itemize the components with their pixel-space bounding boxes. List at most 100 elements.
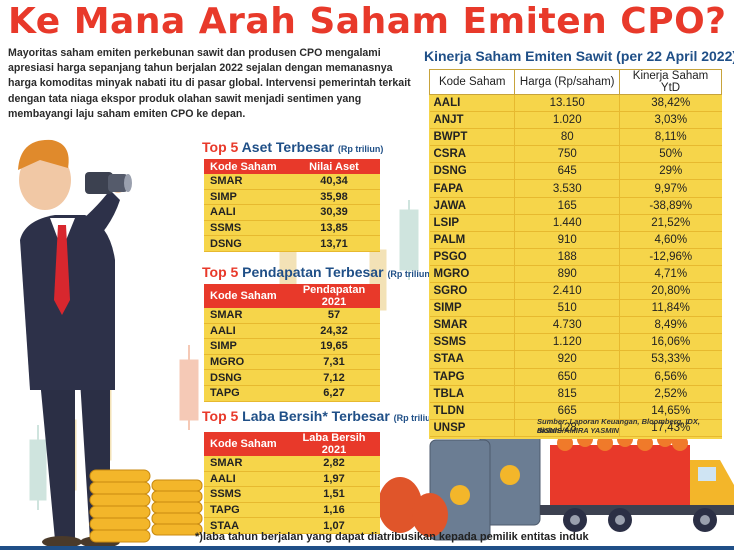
kinerja-price: 510: [514, 299, 620, 318]
table-row: TLDN 665 14,65%: [429, 402, 722, 420]
kinerja-ytd: 21,52%: [619, 214, 722, 232]
kinerja-price: 2.410: [514, 282, 620, 301]
aset-value: 35,98: [288, 189, 380, 206]
table-row: ANJT 1.020 3,03%: [429, 111, 722, 130]
aset-title-highlight: Top 5: [202, 139, 239, 155]
kinerja-header-code: Kode Saham: [428, 69, 516, 95]
aset-code: SSMS: [204, 220, 288, 237]
kinerja-code: SSMS: [429, 333, 515, 352]
laba-unit: (Rp triliun): [393, 413, 440, 423]
table-row: AALI 1,97: [204, 471, 380, 488]
kinerja-code: ANJT: [429, 111, 515, 130]
table-row: TBLA 815 2,52%: [429, 385, 722, 403]
table-row: SSMS 13,85: [204, 220, 380, 237]
kinerja-ytd: 2,52%: [619, 385, 722, 403]
kinerja-ytd: 16,06%: [619, 333, 722, 352]
kinerja-price: 890: [514, 265, 620, 284]
table-row: DSNG 13,71: [204, 235, 380, 252]
coins-illustration: [151, 479, 203, 536]
kinerja-ytd: 29%: [619, 162, 722, 181]
kinerja-price: 750: [514, 145, 620, 164]
aset-code: SIMP: [204, 189, 288, 206]
kinerja-ytd: 6,56%: [619, 368, 722, 386]
kinerja-header-ytd: Kinerja Saham YtD: [619, 69, 722, 95]
aset-value: 30,39: [288, 204, 380, 221]
kinerja-code: UNSP: [429, 419, 515, 437]
table-row: DSNG 7,12: [204, 369, 380, 386]
table-row: AALI 24,32: [204, 323, 380, 340]
table-row: STAA 920 53,33%: [429, 350, 722, 369]
aset-code: DSNG: [204, 235, 288, 252]
table-row: TAPG 650 6,56%: [429, 368, 722, 386]
kinerja-code: BWPT: [429, 128, 515, 147]
kinerja-price: 1.120: [514, 333, 620, 352]
table-row: TAPG 1,16: [204, 502, 380, 519]
kinerja-ytd: 14,65%: [619, 402, 722, 420]
table-row: SMAR 4.730 8,49%: [429, 316, 722, 335]
kinerja-ytd: 3,03%: [619, 111, 722, 130]
kinerja-price: 80: [514, 128, 620, 147]
laba-value: 2,82: [288, 456, 380, 472]
table-row: SSMS 1,51: [204, 486, 380, 503]
kinerja-ytd: 11,84%: [619, 299, 722, 318]
kinerja-code: TAPG: [429, 368, 515, 386]
aset-code: AALI: [204, 204, 288, 221]
laba-title-highlight: Top 5: [202, 408, 239, 424]
pendapatan-code: MGRO: [204, 354, 288, 371]
kinerja-code: AALI: [429, 94, 515, 113]
footnote: *)laba tahun berjalan yang dapat diatrib…: [195, 531, 589, 543]
kinerja-price: 4.730: [514, 316, 620, 335]
kinerja-header-price: Harga (Rp/saham): [514, 69, 620, 95]
kinerja-ytd: 8,11%: [619, 128, 722, 147]
kinerja-code: SIMP: [429, 299, 515, 318]
table-row: SIMP 19,65: [204, 338, 380, 355]
laba-value: 1,07: [288, 517, 380, 534]
pendapatan-value: 19,65: [288, 338, 380, 355]
aset-title: Top 5 Aset Terbesar (Rp triliun): [202, 139, 383, 155]
table-row: DSNG 645 29%: [429, 162, 722, 181]
table-row: SIMP 35,98: [204, 189, 380, 206]
kinerja-ytd: 38,42%: [619, 94, 722, 113]
table-row: SSMS 1.120 16,06%: [429, 333, 722, 352]
table-row: TAPG 6,27: [204, 385, 380, 402]
aset-value: 13,71: [288, 235, 380, 252]
kinerja-price: 1.020: [514, 111, 620, 130]
kinerja-price: 13.150: [514, 94, 620, 113]
kinerja-code: DSNG: [429, 162, 515, 181]
kinerja-table: Kode Saham Harga (Rp/saham) Kinerja Saha…: [428, 69, 722, 437]
table-row: SMAR 40,34: [204, 174, 380, 190]
credit-note: BISNIS/AMIRA YASMIN: [537, 426, 619, 435]
pendapatan-header-code: Kode Saham: [204, 284, 288, 308]
table-row: LSIP 1.440 21,52%: [429, 214, 722, 232]
kinerja-code: TBLA: [429, 385, 515, 403]
kinerja-price: 165: [514, 197, 620, 215]
pendapatan-title-highlight: Top 5: [202, 264, 239, 280]
pendapatan-header-value: Pendapatan 2021: [288, 284, 380, 308]
kinerja-price: 1.440: [514, 214, 620, 232]
kinerja-code: TLDN: [429, 402, 515, 420]
table-row: SMAR 57: [204, 308, 380, 324]
pendapatan-value: 7,31: [288, 354, 380, 371]
table-row: FAPA 3.530 9,97%: [429, 179, 722, 198]
kinerja-code: JAWA: [429, 197, 515, 215]
aset-header-value: Nilai Aset: [288, 159, 380, 174]
table-row: JAWA 165 -38,89%: [429, 197, 722, 215]
laba-code: AALI: [204, 471, 288, 488]
laba-title-text: Laba Bersih* Terbesar: [238, 408, 394, 424]
kinerja-code: CSRA: [429, 145, 515, 164]
kinerja-price: 650: [514, 368, 620, 386]
table-row: CSRA 750 50%: [429, 145, 722, 164]
table-row: AALI 30,39: [204, 204, 380, 221]
kinerja-code: SGRO: [429, 282, 515, 301]
kinerja-ytd: 17,43%: [619, 419, 722, 437]
table-row: AALI 13.150 38,42%: [429, 94, 722, 113]
kinerja-price: 920: [514, 350, 620, 369]
kinerja-code: LSIP: [429, 214, 515, 232]
kinerja-ytd: -12,96%: [619, 248, 722, 266]
table-row: UNSP 128 17,43%: [429, 419, 722, 437]
aset-code: SMAR: [204, 174, 288, 190]
source-note: Sumber: Laporan Keuangan, Bloomberg, IDX…: [537, 417, 700, 435]
kinerja-code: PALM: [429, 231, 515, 249]
pendapatan-value: 24,32: [288, 323, 380, 340]
intro-paragraph: Mayoritas saham emiten perkebunan sawit …: [8, 47, 411, 120]
